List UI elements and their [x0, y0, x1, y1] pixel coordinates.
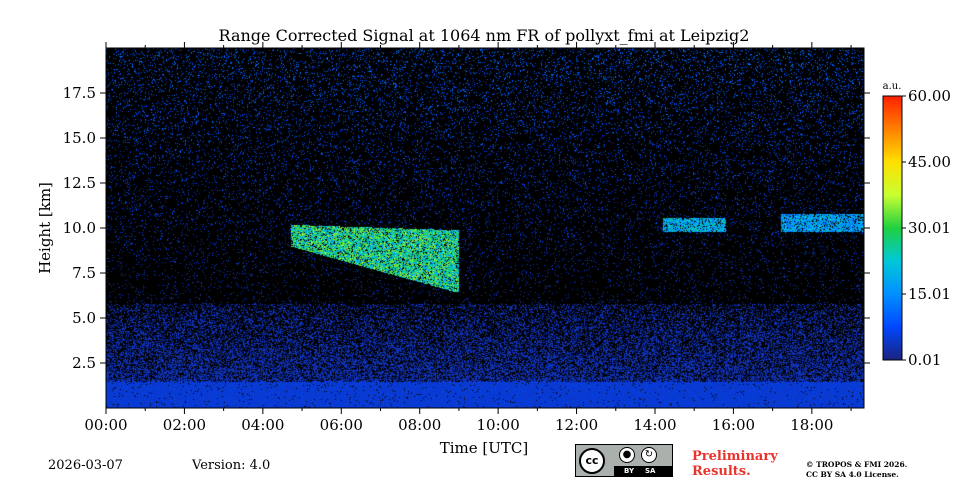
- colorbar-ticks: 0.01 15.01 30.01 45.00 60.00: [902, 87, 951, 369]
- colorbar-tick-label-0: 0.01: [908, 351, 941, 369]
- colorbar-tick-label-1: 15.01: [908, 285, 951, 303]
- x-tick-label-6: 12:00: [555, 416, 598, 434]
- by-label: BY: [624, 467, 635, 475]
- y-tick-label-6: 17.5: [63, 84, 96, 102]
- x-tick-label-9: 18:00: [790, 416, 833, 434]
- y-tick-label-3: 10.0: [63, 219, 96, 237]
- copyright-line-1: © TROPOS & FMI 2026.: [806, 460, 908, 469]
- x-tick-label-3: 06:00: [320, 416, 363, 434]
- preliminary-line-1: Preliminary: [692, 449, 778, 464]
- x-tick-label-1: 02:00: [163, 416, 206, 434]
- date-label: 2026-03-07: [48, 458, 123, 473]
- preliminary-line-2: Results.: [692, 464, 751, 479]
- colorbar: [882, 95, 903, 361]
- version-label: Version: 4.0: [192, 458, 271, 473]
- share-alike-icon: ↻: [641, 447, 657, 463]
- copyright-notice: © TROPOS & FMI 2026. CC BY SA 4.0 Licens…: [806, 460, 907, 480]
- cc-license-badge[interactable]: cc ● ↻ BY SA: [575, 444, 673, 477]
- y-tick-label-5: 15.0: [63, 129, 96, 147]
- colorbar-tick-label-4: 60.00: [908, 87, 951, 105]
- attribution-icon: ●: [619, 447, 635, 463]
- y-tick-label-2: 7.5: [72, 264, 96, 282]
- x-tick-label-7: 14:00: [633, 416, 676, 434]
- colorbar-tick-label-2: 30.01: [908, 219, 951, 237]
- x-tick-label-4: 08:00: [398, 416, 441, 434]
- x-axis: 00:00 02:00 04:00 06:00 08:00 10:00 12:00 14:00…: [84, 42, 852, 434]
- colorbar-tick-label-3: 45.00: [908, 153, 951, 171]
- y-axis-label: Height [km]: [36, 182, 54, 274]
- badge-strip: [614, 466, 672, 476]
- signal-heatmap: [106, 48, 864, 408]
- cc-icon: cc: [579, 448, 605, 474]
- copyright-line-2: CC BY SA 4.0 License.: [806, 470, 899, 479]
- preliminary-notice: Preliminary Results.: [692, 449, 778, 479]
- x-axis-label: Time [UTC]: [440, 439, 529, 457]
- colorbar-unit: a.u.: [883, 81, 902, 92]
- y-tick-label-1: 5.0: [72, 309, 96, 327]
- chart-title: Range Corrected Signal at 1064 nm FR of …: [219, 26, 750, 45]
- sa-label: SA: [645, 467, 656, 475]
- x-tick-label-2: 04:00: [241, 416, 284, 434]
- x-tick-label-0: 00:00: [84, 416, 127, 434]
- y-axis: 2.5 5.0 7.5 10.0 12.5 15.0 17.5: [63, 84, 870, 372]
- y-tick-label-0: 2.5: [72, 354, 96, 372]
- x-tick-label-8: 16:00: [712, 416, 755, 434]
- x-tick-label-5: 10:00: [477, 416, 520, 434]
- y-tick-label-4: 12.5: [63, 174, 96, 192]
